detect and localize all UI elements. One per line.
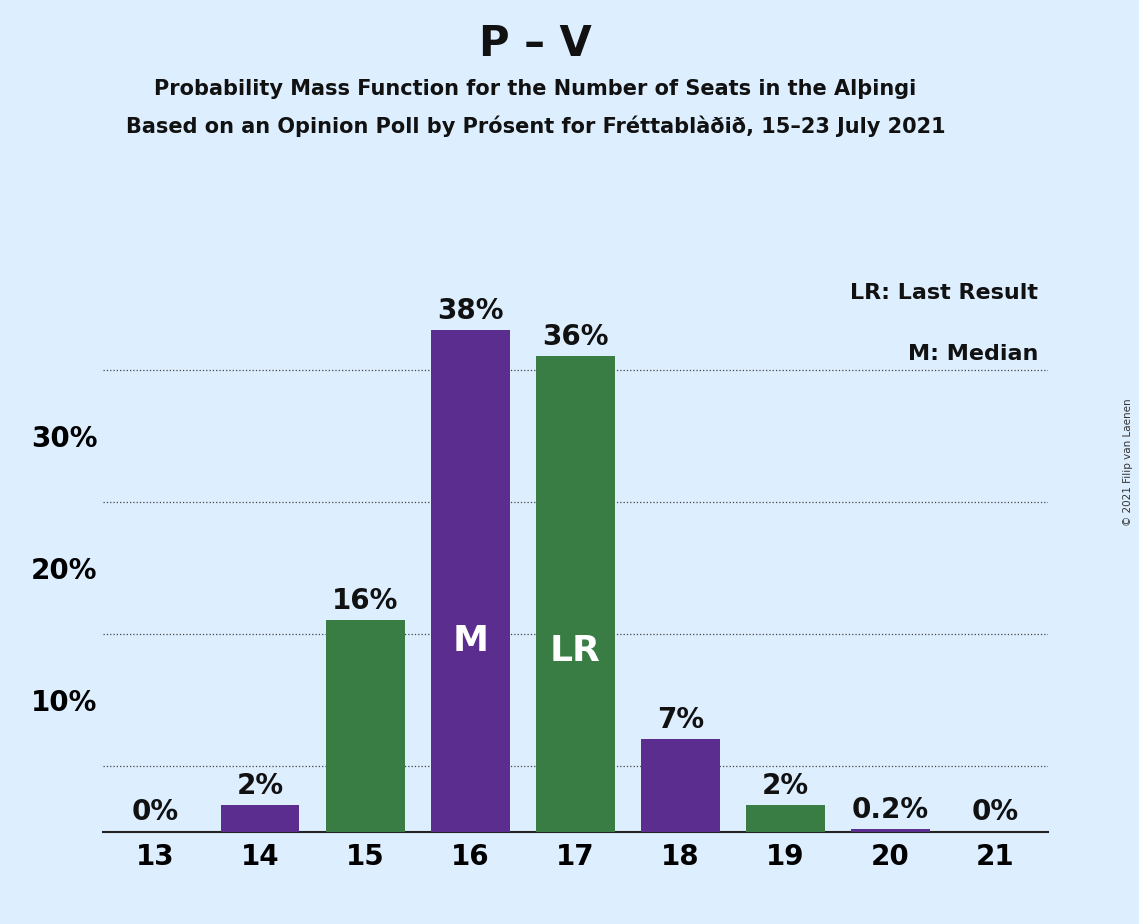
Text: LR: LR [550, 634, 600, 668]
Bar [431, 330, 509, 832]
Text: © 2021 Filip van Laenen: © 2021 Filip van Laenen [1123, 398, 1133, 526]
Text: M: Median: M: Median [908, 344, 1039, 364]
Text: 38%: 38% [437, 297, 503, 324]
Bar [851, 829, 929, 832]
Text: 7%: 7% [657, 706, 704, 734]
Bar [326, 620, 404, 832]
Text: 16%: 16% [331, 587, 399, 615]
Bar [221, 805, 300, 832]
Text: Based on an Opinion Poll by Prósent for Fréttablàðið, 15–23 July 2021: Based on an Opinion Poll by Prósent for … [125, 116, 945, 137]
Text: 0%: 0% [972, 798, 1019, 826]
Text: 0%: 0% [131, 798, 179, 826]
Text: 0.2%: 0.2% [852, 796, 929, 823]
Bar [746, 805, 825, 832]
Text: 2%: 2% [762, 772, 809, 800]
Bar [535, 357, 615, 832]
Text: 2%: 2% [237, 772, 284, 800]
Text: P – V: P – V [480, 23, 591, 65]
Bar [641, 739, 720, 832]
Text: LR: Last Result: LR: Last Result [851, 283, 1039, 303]
Text: M: M [452, 624, 489, 658]
Text: Probability Mass Function for the Number of Seats in the Alþingi: Probability Mass Function for the Number… [154, 79, 917, 99]
Text: 36%: 36% [542, 323, 608, 351]
